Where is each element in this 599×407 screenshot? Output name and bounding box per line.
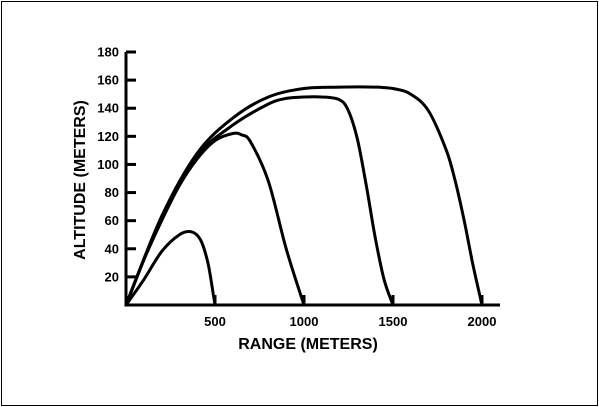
y-tick-label: 140 (97, 101, 119, 116)
y-tick-label: 20 (105, 269, 119, 284)
y-axis-title: ALTITUDE (METERS) (72, 100, 89, 260)
x-axis-title: RANGE (METERS) (238, 336, 378, 353)
trajectory-line-1 (124, 229, 217, 307)
y-tick-label: 100 (97, 157, 119, 172)
y-tick-label: 180 (97, 45, 119, 60)
tick-labels: 20 40 60 80 100 120 140 160 180 500 1000 1500 2000 (97, 45, 496, 330)
y-tick-label: 60 (105, 213, 119, 228)
x-tick-label: 1000 (290, 314, 319, 329)
y-tick-label: 120 (97, 129, 119, 144)
trajectory-line-2 (124, 131, 306, 307)
x-tick-label: 500 (204, 314, 226, 329)
trajectory-line-3 (124, 95, 395, 307)
x-tick-label: 1500 (379, 314, 408, 329)
y-tick-label: 160 (97, 73, 119, 88)
trajectory-line-4 (124, 85, 484, 307)
x-tick-label: 2000 (468, 314, 497, 329)
y-tick-label: 80 (105, 185, 119, 200)
y-tick-label: 40 (105, 241, 119, 256)
trajectory-curves (124, 85, 484, 307)
axes (124, 50, 500, 307)
